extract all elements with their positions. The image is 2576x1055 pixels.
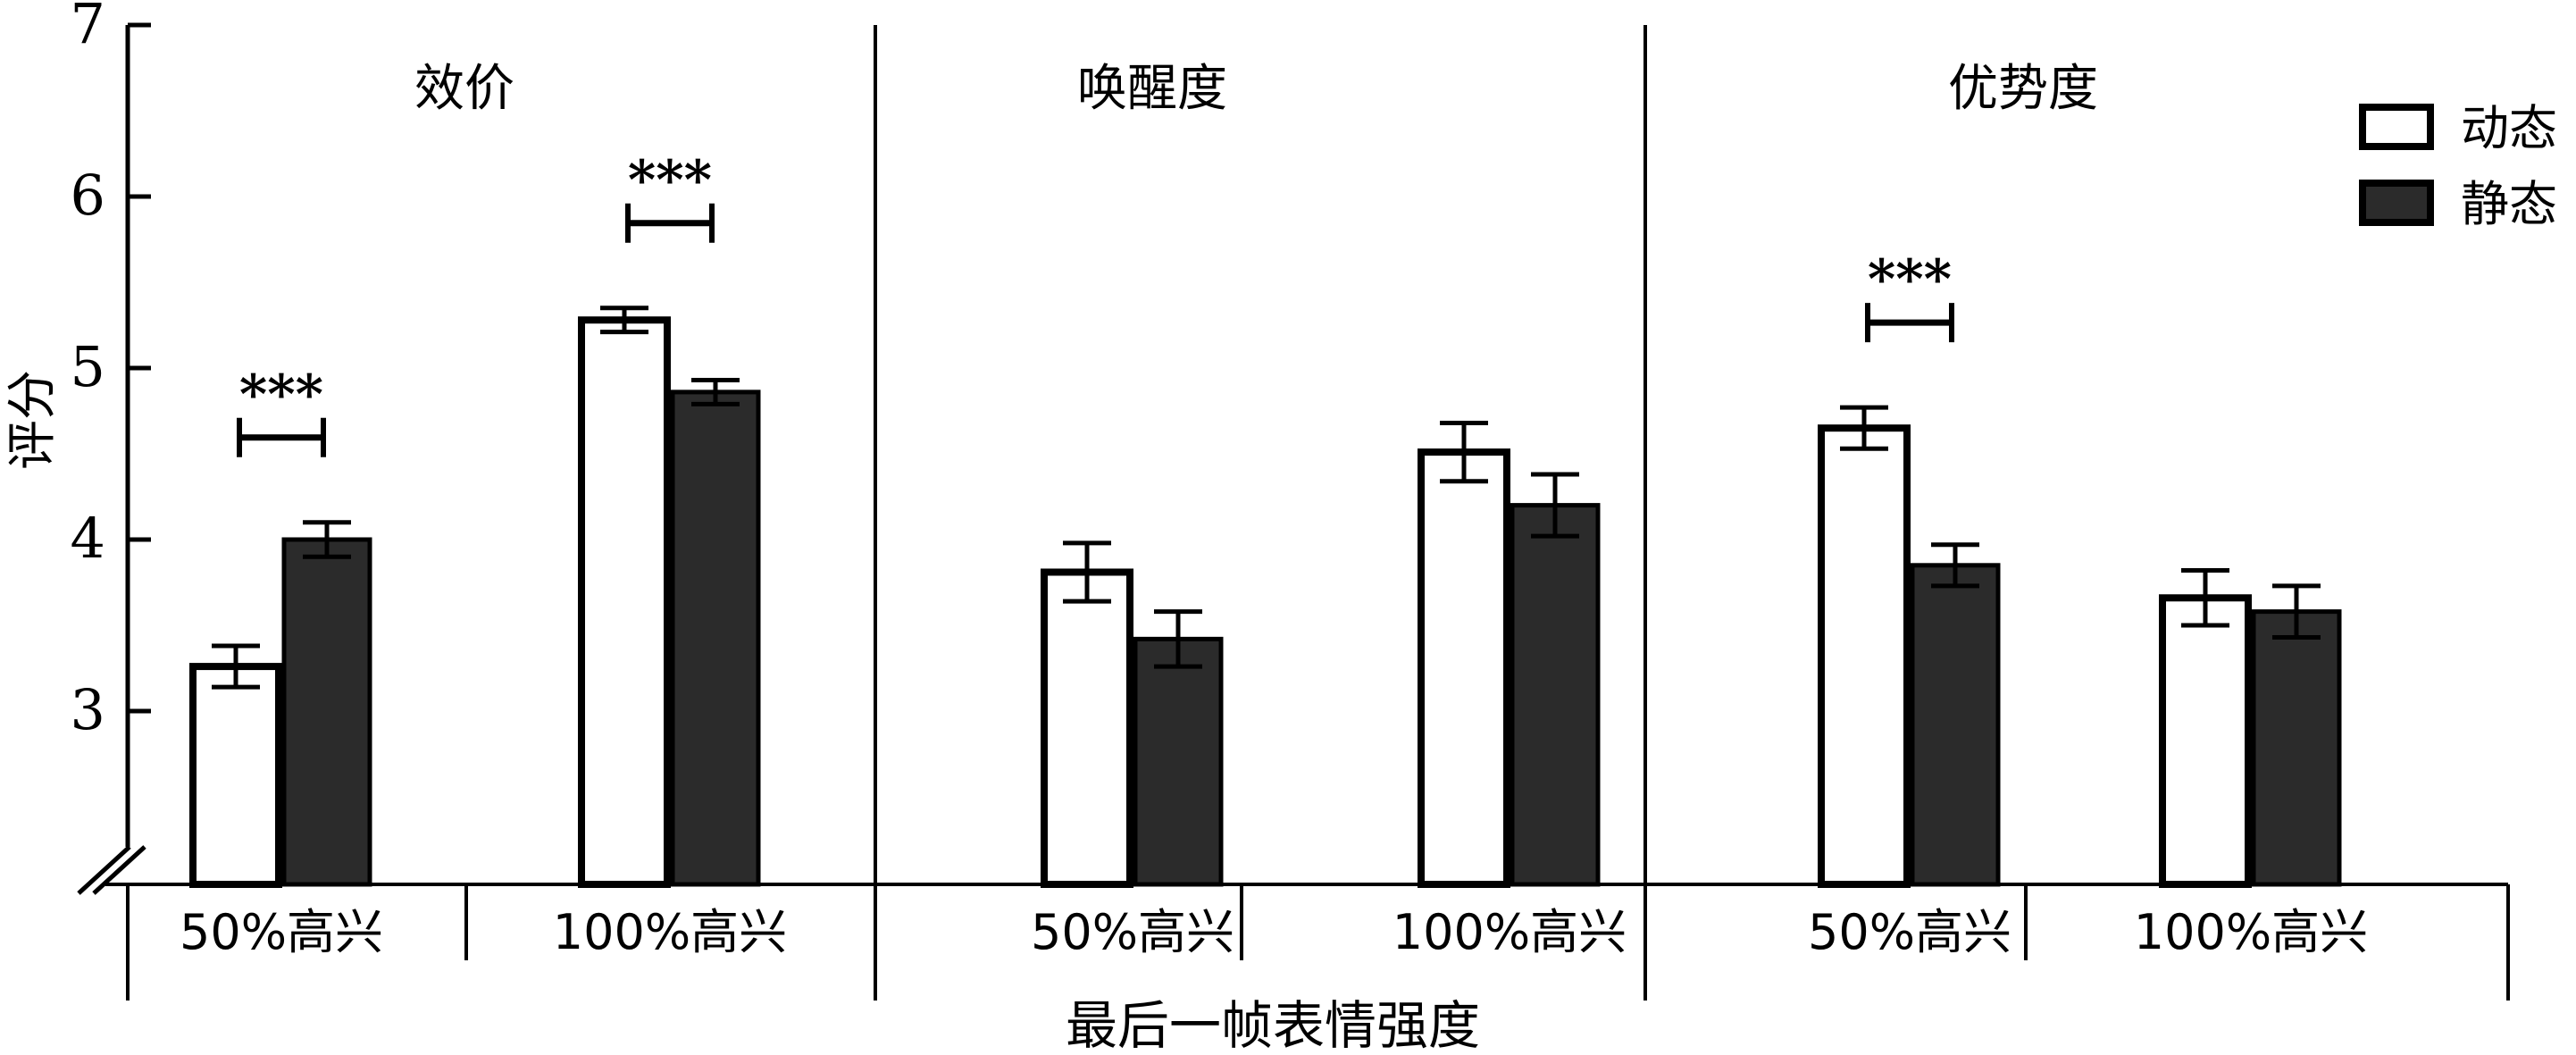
y-axis-title: 评分 [4, 370, 62, 470]
category-label: 50%高兴 [1808, 904, 2011, 960]
bar-dynamic [2159, 594, 2252, 889]
y-tick-label: 6 [71, 163, 105, 228]
y-tick-label: 7 [71, 0, 105, 56]
significance-label: *** [628, 149, 712, 212]
y-tick-label: 5 [71, 334, 105, 399]
bar-static [670, 389, 761, 887]
bar-static [1133, 636, 1224, 887]
significance-label: *** [239, 364, 323, 426]
y-tick-label: 4 [71, 506, 105, 571]
significance-label: *** [1868, 248, 1952, 311]
bar-static [281, 537, 372, 887]
legend-swatch [2359, 104, 2434, 150]
panel-title: 效价 [414, 60, 514, 118]
axis-break-mark [77, 845, 131, 895]
panel-title: 唤醒度 [1077, 60, 1227, 118]
bar-static [2251, 609, 2342, 887]
bar-static [1510, 503, 1601, 887]
legend-swatch [2359, 180, 2434, 226]
category-label: 100%高兴 [553, 904, 787, 960]
x-axis-title: 最后一帧表情强度 [1066, 995, 1480, 1055]
y-tick-label: 3 [71, 677, 105, 742]
axis-break-mark [92, 845, 146, 895]
bar-dynamic [1041, 568, 1133, 888]
panel-title: 优势度 [1948, 60, 2098, 118]
legend-label: 动态 [2461, 100, 2557, 156]
bar-dynamic [189, 663, 282, 889]
legend-label: 静态 [2461, 176, 2557, 232]
bar-dynamic [1418, 448, 1510, 888]
category-label: 100%高兴 [1393, 904, 1627, 960]
bar-static [1910, 563, 2001, 887]
bar-dynamic [578, 316, 671, 888]
category-label: 100%高兴 [2134, 904, 2368, 960]
bar-dynamic [1818, 424, 1911, 888]
category-label: 50%高兴 [1031, 904, 1234, 960]
category-label: 50%高兴 [180, 904, 383, 960]
